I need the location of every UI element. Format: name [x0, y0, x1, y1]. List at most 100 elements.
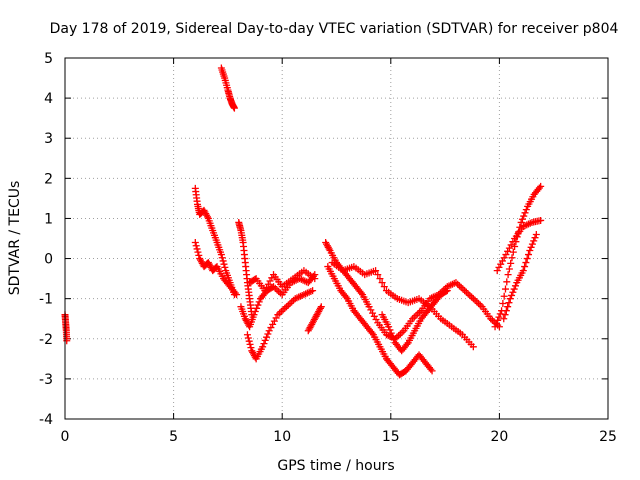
data-point [492, 320, 500, 328]
data-point [231, 289, 239, 297]
data-point [317, 303, 325, 311]
data-point [369, 309, 377, 317]
data-point [246, 340, 254, 348]
data-point [523, 255, 531, 263]
series-afternoon-a [322, 239, 503, 343]
x-tick-label: 25 [599, 429, 617, 445]
data-point [269, 320, 277, 328]
data-point [518, 215, 526, 223]
data-point [259, 343, 267, 351]
series-early-high [217, 64, 238, 112]
data-point [385, 323, 393, 331]
data-point [504, 247, 512, 255]
data-point [521, 263, 529, 271]
y-tick-label: 1 [44, 211, 53, 227]
data-point [276, 289, 284, 297]
data-point [378, 279, 386, 287]
data-point [244, 334, 252, 342]
series-afternoon-c [328, 259, 477, 351]
data-point [286, 299, 294, 307]
data-point [251, 308, 259, 316]
data-point [266, 277, 274, 285]
data-point [454, 280, 462, 288]
y-tick-label: -1 [39, 292, 53, 308]
data-point [342, 293, 350, 301]
data-point [522, 259, 530, 267]
data-point [265, 327, 273, 335]
data-point [272, 314, 280, 322]
data-point [288, 298, 296, 306]
data-point [535, 184, 543, 192]
y-tick-label: -2 [39, 332, 53, 348]
data-point [520, 212, 528, 220]
data-point [526, 247, 534, 255]
y-tick-label: 0 [44, 252, 53, 268]
data-point [505, 299, 513, 307]
data-point [521, 209, 529, 217]
chart-title: Day 178 of 2019, Sidereal Day-to-day VTE… [50, 21, 619, 37]
y-tick-label: -4 [39, 412, 53, 428]
data-point [386, 326, 394, 334]
data-point [537, 216, 545, 224]
data-point [494, 316, 502, 324]
data-point [495, 313, 503, 321]
data-point [260, 340, 268, 348]
data-point [501, 285, 509, 293]
data-point [203, 213, 211, 221]
x-tick-label: 20 [490, 429, 508, 445]
data-point [507, 259, 515, 267]
data-point [500, 315, 508, 323]
data-point [497, 260, 505, 268]
data-point [255, 298, 263, 306]
data-point [218, 254, 226, 262]
data-point [457, 283, 465, 291]
y-tick-label: 2 [44, 171, 53, 187]
data-point [414, 310, 422, 318]
data-point [268, 274, 276, 282]
data-point [471, 296, 479, 304]
data-point [247, 344, 255, 352]
data-point [464, 290, 472, 298]
series-afternoon-b [324, 263, 436, 379]
data-point [221, 263, 229, 271]
data-point [505, 244, 513, 252]
data-point [368, 329, 376, 337]
data-point [389, 332, 397, 340]
data-point [476, 301, 484, 309]
data-point [195, 251, 203, 259]
data-point [511, 243, 519, 251]
y-tick-label: -3 [39, 372, 53, 388]
data-point [508, 291, 516, 299]
data-point [532, 230, 540, 238]
series-evening-rise-a [491, 182, 545, 331]
data-point [519, 267, 527, 275]
data-point [191, 239, 199, 247]
data-point [311, 275, 319, 283]
x-tick-label: 10 [273, 429, 291, 445]
data-point [501, 311, 509, 319]
series-start [61, 311, 71, 345]
series-morning-upper [191, 184, 238, 299]
data-point [475, 299, 483, 307]
data-point [387, 329, 395, 337]
data-point [275, 287, 283, 295]
data-point [194, 248, 202, 256]
data-point [376, 275, 384, 283]
x-tick-label: 5 [169, 429, 178, 445]
data-point [410, 313, 418, 321]
data-point [500, 292, 508, 300]
plot-frame [64, 57, 609, 420]
data-point [509, 288, 517, 296]
data-point [506, 295, 514, 303]
data-point [254, 301, 262, 309]
series-spike [235, 218, 256, 319]
data-point [528, 240, 536, 248]
data-point [527, 243, 535, 251]
data-point [263, 333, 271, 341]
grid-lines [65, 58, 608, 419]
data-point [504, 271, 512, 279]
data-point [284, 301, 292, 309]
data-point [277, 308, 285, 316]
data-point [462, 288, 470, 296]
